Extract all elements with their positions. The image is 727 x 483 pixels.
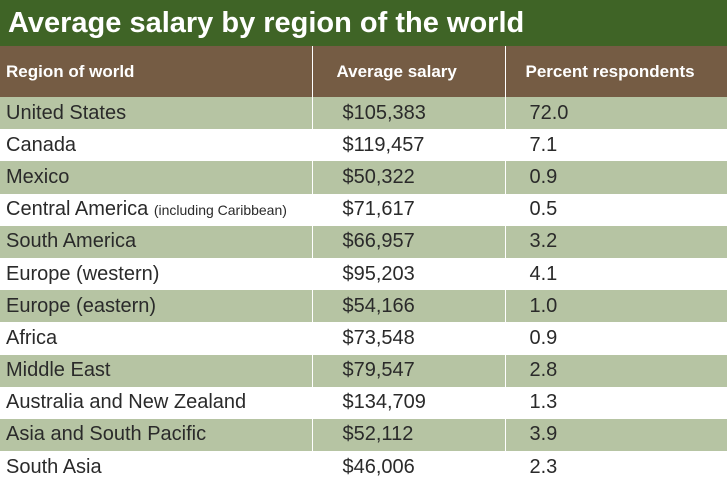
percent-cell: 72.0 <box>504 97 727 130</box>
region-cell: South America <box>0 226 312 258</box>
percent-cell: 2.3 <box>504 451 727 483</box>
region-note: (including Caribbean) <box>153 202 287 219</box>
salary-cell: $46,006 <box>311 451 505 483</box>
region-name: Australia and New Zealand <box>6 391 247 414</box>
region-name: South Asia <box>6 455 102 478</box>
table-row: United States $105,383 72.0 <box>0 97 727 130</box>
table-row: South America $66,957 3.2 <box>0 225 727 258</box>
region-cell: Australia and New Zealand <box>0 387 312 419</box>
table-row: Central America (including Caribbean) $7… <box>0 193 727 226</box>
region-name: Europe (western) <box>6 262 160 285</box>
percent-cell: 1.3 <box>504 386 727 419</box>
region-cell: Asia and South Pacific <box>0 419 312 451</box>
column-header-percent: Percent respondents <box>504 46 727 97</box>
percent-cell: 1.0 <box>504 290 727 323</box>
salary-table: Region of world Average salary Percent r… <box>0 46 727 483</box>
salary-cell: $50,322 <box>311 161 505 194</box>
table-row: Australia and New Zealand $134,709 1.3 <box>0 386 727 419</box>
region-cell: Central America (including Caribbean) <box>0 194 312 226</box>
table-row: Middle East $79,547 2.8 <box>0 354 727 387</box>
salary-cell: $66,957 <box>311 225 505 258</box>
salary-cell: $105,383 <box>311 97 505 130</box>
region-name: Asia and South Pacific <box>6 423 207 446</box>
table-row: Europe (eastern) $54,166 1.0 <box>0 290 727 323</box>
table-row: Europe (western) $95,203 4.1 <box>0 257 727 291</box>
region-name: Africa <box>6 326 58 349</box>
table-header-row: Region of world Average salary Percent r… <box>0 46 727 97</box>
region-cell: United States <box>0 97 312 129</box>
percent-cell: 0.9 <box>504 161 727 194</box>
percent-cell: 4.1 <box>504 257 727 291</box>
region-cell: Europe (eastern) <box>0 290 312 322</box>
region-name: United States <box>6 101 127 124</box>
region-name: Middle East <box>6 359 111 382</box>
region-name: Central America <box>6 198 149 221</box>
region-cell: Middle East <box>0 355 312 387</box>
region-cell: Africa <box>0 322 312 354</box>
column-header-salary: Average salary <box>311 46 505 97</box>
region-name: Mexico <box>6 165 70 188</box>
table-row: Africa $73,548 0.9 <box>0 322 727 355</box>
region-name: South America <box>6 230 137 253</box>
table-row: South Asia $46,006 2.3 <box>0 451 727 483</box>
region-cell: South Asia <box>0 451 312 483</box>
column-header-region: Region of world <box>6 61 135 81</box>
salary-cell: $134,709 <box>311 386 505 419</box>
salary-cell: $52,112 <box>311 418 505 452</box>
region-name: Canada <box>6 133 77 156</box>
percent-cell: 0.5 <box>504 193 727 226</box>
percent-cell: 2.8 <box>504 354 727 387</box>
salary-cell: $95,203 <box>311 257 505 291</box>
percent-cell: 0.9 <box>504 322 727 355</box>
region-name: Europe (eastern) <box>6 294 157 317</box>
salary-cell: $79,547 <box>311 354 505 387</box>
salary-cell: $71,617 <box>311 193 505 226</box>
table-row: Mexico $50,322 0.9 <box>0 161 727 194</box>
region-cell: Canada <box>0 129 312 161</box>
salary-cell: $119,457 <box>311 129 505 162</box>
salary-cell: $54,166 <box>311 290 505 323</box>
percent-cell: 3.2 <box>504 225 727 258</box>
salary-cell: $73,548 <box>311 322 505 355</box>
percent-cell: 7.1 <box>504 129 727 162</box>
page-title: Average salary by region of the world <box>0 0 727 46</box>
percent-cell: 3.9 <box>504 418 727 452</box>
table-row: Asia and South Pacific $52,112 3.9 <box>0 418 727 452</box>
table-row: Canada $119,457 7.1 <box>0 129 727 162</box>
region-cell: Mexico <box>0 161 312 193</box>
region-cell: Europe (western) <box>0 258 312 290</box>
